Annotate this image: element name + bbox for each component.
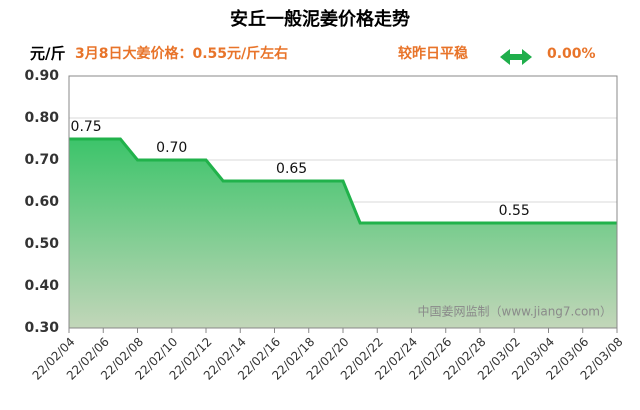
- y-tick-label: 0.70: [24, 152, 59, 168]
- change-value: 0.00%: [547, 46, 596, 62]
- plot-area: 0.300.400.500.600.700.800.9022/02/0422/0…: [24, 68, 625, 383]
- change-text: 较昨日平稳: [398, 45, 468, 62]
- y-tick-label: 0.40: [24, 278, 59, 294]
- value-label: 0.75: [71, 119, 102, 135]
- y-tick-label: 0.60: [24, 194, 59, 210]
- line: [69, 137, 617, 225]
- value-label: 0.70: [156, 140, 187, 156]
- y-tick-label: 0.50: [24, 236, 59, 252]
- value-label: 0.55: [499, 203, 530, 219]
- y-tick-label: 0.90: [24, 68, 59, 84]
- area: [69, 139, 617, 328]
- headline: 3月8日大姜价格：0.55元/斤左右: [75, 45, 288, 62]
- unit-label: 元/斤: [30, 45, 65, 63]
- chart-title: 安丘一般泥姜价格走势: [230, 8, 410, 30]
- double-arrow-icon: [500, 49, 532, 65]
- plot-border: [68, 75, 618, 329]
- value-label: 0.65: [276, 161, 307, 177]
- watermark: 中国姜网监制（www.jiang7.com）: [418, 304, 612, 319]
- y-tick-label: 0.80: [24, 110, 59, 126]
- y-tick-label: 0.30: [24, 320, 59, 336]
